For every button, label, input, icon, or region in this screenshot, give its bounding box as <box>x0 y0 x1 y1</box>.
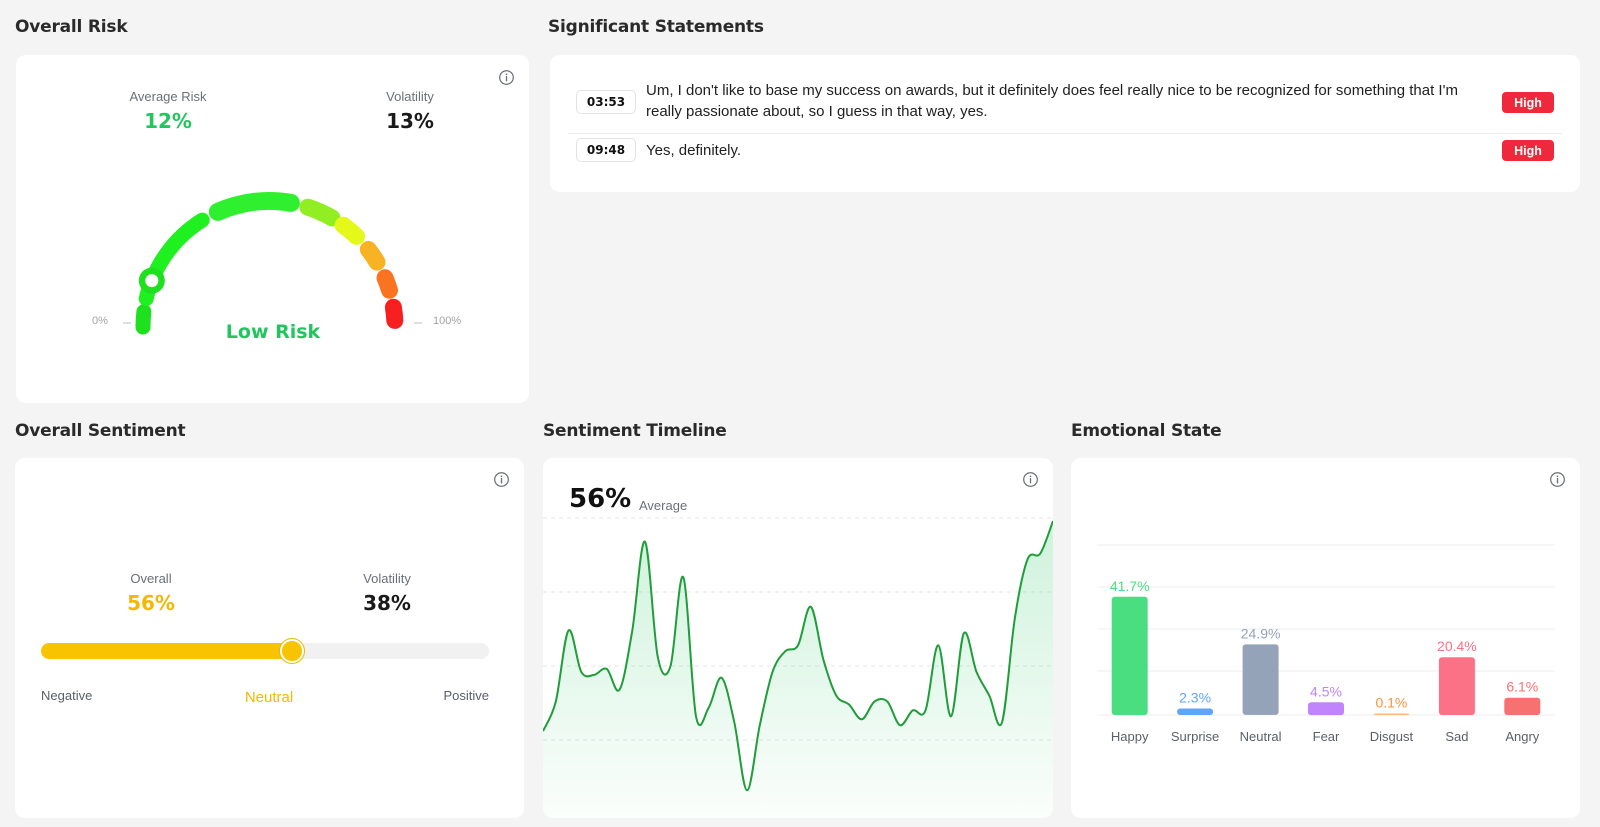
gauge-level-marker-center <box>145 274 159 288</box>
statement-row[interactable]: 03:53 Um, I don't like to base my succes… <box>550 55 1580 133</box>
info-icon[interactable] <box>498 69 515 86</box>
risk-gauge <box>123 192 422 335</box>
sentiment-slider-track[interactable] <box>41 639 489 663</box>
sentiment-slider-knob[interactable] <box>279 639 304 663</box>
gauge-min-label: 0% <box>92 315 108 327</box>
overall-risk-card: Average Risk 12% Volatility 13% 0% 100% … <box>16 55 529 403</box>
emotional-state-title: Emotional State <box>1071 421 1222 441</box>
overall-value: 56% <box>127 591 175 615</box>
sentiment-volatility-label: Volatility <box>363 571 411 586</box>
risk-badge: High <box>1502 92 1554 113</box>
risk-level-text: Low Risk <box>225 321 321 343</box>
category-label-neutral: Neutral <box>1240 729 1282 744</box>
average-risk-value: 12% <box>144 109 192 133</box>
gauge-indicator <box>138 267 165 294</box>
sentiment-slider-fill <box>41 643 292 659</box>
info-icon[interactable] <box>493 471 510 488</box>
significant-statements-card: 03:53 Um, I don't like to base my succes… <box>550 55 1580 192</box>
gauge-segment-1 <box>135 304 152 335</box>
timeline-area <box>543 521 1053 818</box>
category-label-disgust: Disgust <box>1370 729 1414 744</box>
statement-row[interactable]: 09:48 Yes, definitely. High <box>550 134 1580 184</box>
negative-label: Negative <box>41 688 93 703</box>
overall-sentiment-title: Overall Sentiment <box>15 421 186 441</box>
emotional-state-chart: 41.7% Happy 2.3% Surprise 24.9% Neutral 4.5% Fe… <box>1097 544 1555 744</box>
gauge-segment-3 <box>208 192 300 221</box>
category-label-surprise: Surprise <box>1171 729 1219 744</box>
gauge-segments <box>135 192 404 335</box>
bar-value-label-disgust: 0.1% <box>1375 695 1407 711</box>
bar-value-label-surprise: 2.3% <box>1179 690 1211 706</box>
statement-divider <box>568 133 1562 134</box>
bar-angry[interactable] <box>1504 697 1541 715</box>
sentiment-timeline-card: 56% Average <box>543 458 1053 818</box>
volatility-value: 13% <box>386 109 434 133</box>
timeline-average-value: 56% <box>569 484 632 514</box>
bar-value-label-neutral: 24.9% <box>1241 625 1281 641</box>
sentiment-timeline-title: Sentiment Timeline <box>543 421 727 441</box>
category-label-fear: Fear <box>1313 729 1340 744</box>
positive-label: Positive <box>443 688 489 703</box>
statement-timestamp[interactable]: 03:53 <box>576 90 636 114</box>
gauge-segment-8 <box>384 298 404 329</box>
overall-label: Overall <box>130 571 172 586</box>
sentiment-volatility-value: 38% <box>363 591 411 615</box>
bar-happy[interactable] <box>1111 596 1148 715</box>
overall-risk-title: Overall Risk <box>15 17 128 37</box>
statement-timestamp[interactable]: 09:48 <box>576 138 636 162</box>
risk-badge: High <box>1502 140 1554 161</box>
gauge-segment-6 <box>359 240 386 271</box>
average-risk-label: Average Risk <box>129 89 207 104</box>
bar-value-label-happy: 41.7% <box>1110 578 1150 594</box>
neutral-label: Neutral <box>244 689 294 706</box>
significant-statements-title: Significant Statements <box>548 17 764 37</box>
bar-value-label-angry: 6.1% <box>1506 679 1538 695</box>
bar-disgust[interactable] <box>1373 713 1410 716</box>
gauge-segment-7 <box>376 269 398 299</box>
bar-neutral[interactable] <box>1242 644 1279 715</box>
bar-sad[interactable] <box>1438 657 1475 715</box>
bar-value-label-sad: 20.4% <box>1437 638 1477 654</box>
overall-sentiment-card: Overall 56% Volatility 38% Negative Neut… <box>15 458 524 818</box>
info-icon[interactable] <box>1549 471 1566 488</box>
gauge-max-label: 100% <box>433 315 462 327</box>
statement-text: Yes, definitely. <box>646 142 742 159</box>
bar-fear[interactable] <box>1308 702 1344 716</box>
info-icon[interactable] <box>1022 471 1039 488</box>
emotional-state-card: 41.7% Happy 2.3% Surprise 24.9% Neutral 4.5% Fe… <box>1071 458 1580 818</box>
gauge-segment-4 <box>299 198 341 227</box>
bar-surprise[interactable] <box>1177 708 1214 716</box>
statement-text: Um, I don't like to base my success on a… <box>646 82 1458 120</box>
category-label-sad: Sad <box>1445 729 1468 744</box>
volatility-label: Volatility <box>386 89 434 104</box>
timeline-series-line <box>543 520 1053 792</box>
gauge-segment-5 <box>334 216 365 245</box>
category-label-angry: Angry <box>1505 729 1539 744</box>
timeline-average-label: Average <box>639 498 688 513</box>
bar-value-label-fear: 4.5% <box>1310 683 1342 699</box>
category-label-happy: Happy <box>1111 729 1149 744</box>
sentiment-timeline-chart <box>543 517 1053 818</box>
